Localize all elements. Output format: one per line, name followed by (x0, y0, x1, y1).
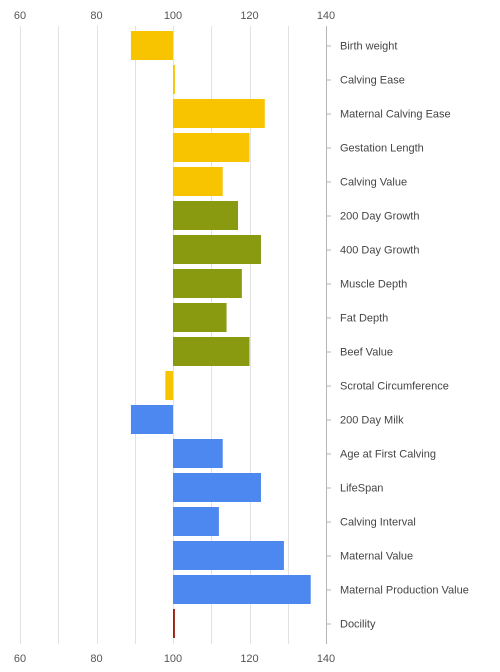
bar-400-day-growth (173, 235, 261, 264)
bar-age-at-first-calving (173, 439, 223, 468)
x-tick-label-top: 140 (317, 10, 335, 22)
bars (130, 31, 311, 638)
category-label: Age at First Calving (340, 449, 436, 461)
category-label: Calving Ease (340, 75, 405, 87)
bar-fat-depth (173, 303, 227, 332)
bar-beef-value (173, 337, 250, 366)
labels: Birth weight Calving Ease Maternal Calving… (14, 10, 469, 665)
category-label: Gestation Length (340, 143, 424, 155)
category-label: Birth weight (340, 41, 397, 53)
category-label: 400 Day Growth (340, 245, 419, 257)
x-tick-label-bottom: 120 (240, 653, 258, 665)
category-label: Beef Value (340, 347, 393, 359)
bar-gestation-length (173, 133, 250, 162)
bar-lifespan (173, 473, 261, 502)
x-tick-label-bottom: 80 (90, 653, 102, 665)
x-tick-label-top: 120 (240, 10, 258, 22)
bar-muscle-depth (173, 269, 242, 298)
bar-docility (173, 609, 175, 638)
x-tick-label-top: 60 (14, 10, 26, 22)
x-tick-label-top: 80 (90, 10, 102, 22)
bar-200-day-growth (173, 201, 239, 230)
x-tick-label-bottom: 140 (317, 653, 335, 665)
category-label: 200 Day Growth (340, 211, 419, 223)
x-tick-label-bottom: 100 (164, 653, 182, 665)
axes (326, 26, 331, 644)
bar-calving-interval (173, 507, 219, 536)
bar-200-day-milk (130, 405, 173, 434)
category-label: Maternal Calving Ease (340, 109, 451, 121)
category-label: Calving Interval (340, 517, 416, 529)
category-label: Muscle Depth (340, 279, 407, 291)
category-label: LifeSpan (340, 483, 383, 495)
bar-birth-weight (130, 31, 173, 60)
category-label: Maternal Production Value (340, 585, 469, 597)
category-label: Fat Depth (340, 313, 388, 325)
x-tick-label-top: 100 (164, 10, 182, 22)
bar-maternal-value (173, 541, 284, 570)
category-label: Docility (340, 619, 376, 631)
category-label: Scrotal Circumference (340, 381, 449, 393)
bar-calving-value (173, 167, 223, 196)
bar-calving-ease (173, 65, 175, 94)
category-label: Calving Value (340, 177, 407, 189)
x-tick-label-bottom: 60 (14, 653, 26, 665)
bar-scrotal-circumference (165, 371, 173, 400)
category-label: Maternal Value (340, 551, 413, 563)
bar-maternal-calving-ease (173, 99, 265, 128)
bar-maternal-production-value (173, 575, 311, 604)
category-label: 200 Day Milk (340, 415, 404, 427)
